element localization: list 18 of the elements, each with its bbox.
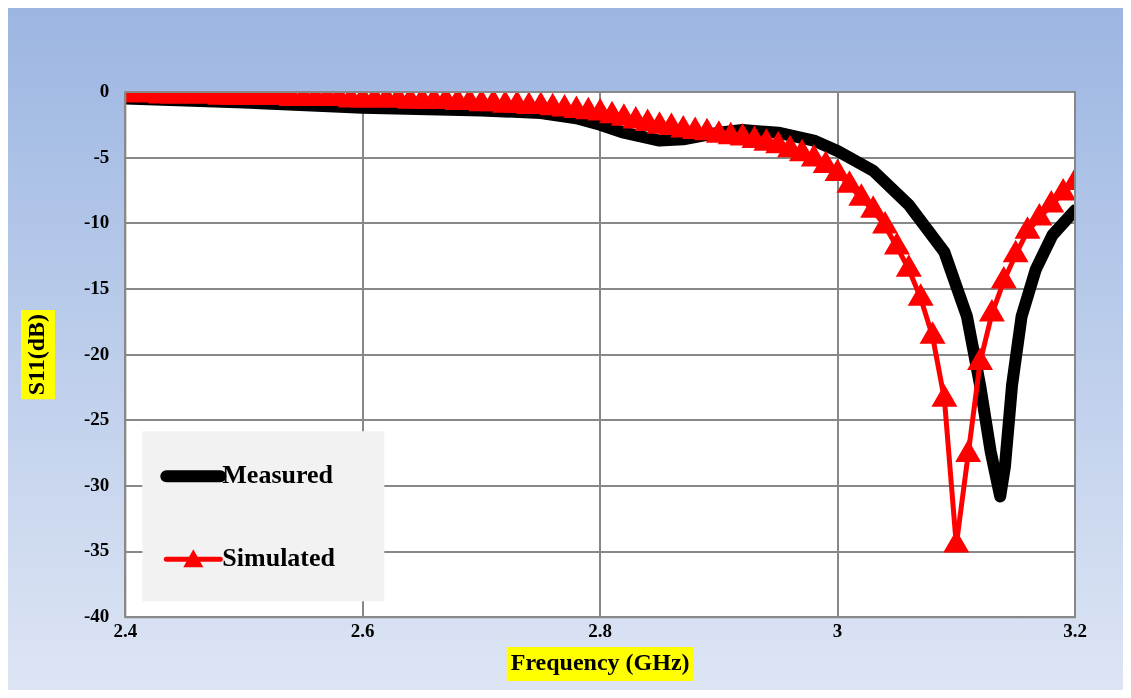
legend-label: Simulated [222, 542, 336, 572]
x-tick-label: 3.2 [1063, 619, 1087, 641]
y-tick-label: 0 [99, 79, 110, 101]
y-tick-label: -5 [93, 145, 110, 167]
x-tick-label: 3 [832, 619, 843, 641]
y-tick-label: -20 [84, 342, 110, 364]
x-tick-label: 2.4 [113, 619, 138, 641]
y-tick-label: -15 [84, 276, 110, 298]
x-tick-label: 2.6 [350, 619, 375, 641]
y-tick-label: -25 [84, 408, 110, 430]
x-tick-label: 2.8 [588, 619, 613, 641]
y-tick-label: -30 [84, 473, 110, 495]
legend-label: Measured [222, 459, 334, 489]
y-axis-title: S11(dB) [23, 313, 50, 396]
y-tick-label: -40 [84, 605, 110, 627]
y-tick-label: -10 [84, 211, 110, 233]
x-axis-title: Frequency (GHz) [510, 649, 690, 676]
y-tick-label: -35 [84, 539, 110, 561]
